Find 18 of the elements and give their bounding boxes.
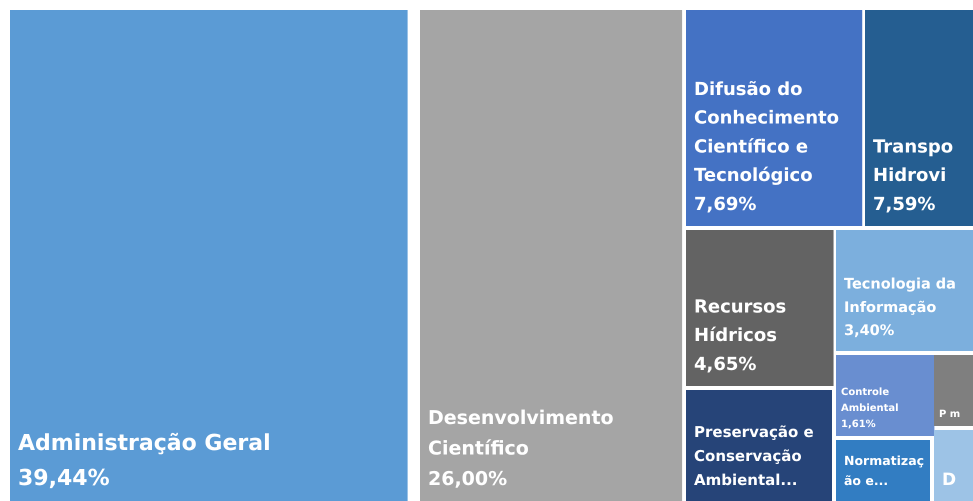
data-label: 7,69% [694, 194, 756, 215]
data-label: 26,00% [428, 468, 508, 490]
category-label: Recursos Hídricos [694, 296, 786, 346]
category-label: D [942, 470, 956, 490]
category-label: Difusão do Conhecimento Científico e Tecnológico [694, 78, 840, 186]
category-label: Preservação e Conservação Ambiental... [694, 423, 814, 489]
category-label: Desenvolvimento Científico [428, 407, 614, 460]
category-label: Normatização e... [844, 453, 924, 488]
data-label: 7,59% [873, 194, 936, 215]
data-label: 4,65% [694, 354, 756, 375]
category-label: Transpo Hidrovi [873, 136, 954, 186]
category-label: Administração Geral [18, 430, 271, 456]
data-label: 1,61% [841, 419, 876, 430]
category-label: P m [939, 409, 960, 420]
data-label: 3,40% [844, 323, 895, 339]
category-label: Tecnologia da Informação [844, 276, 956, 316]
data-label: 39,44% [18, 466, 110, 491]
category-label: Controle Ambiental [841, 387, 899, 414]
